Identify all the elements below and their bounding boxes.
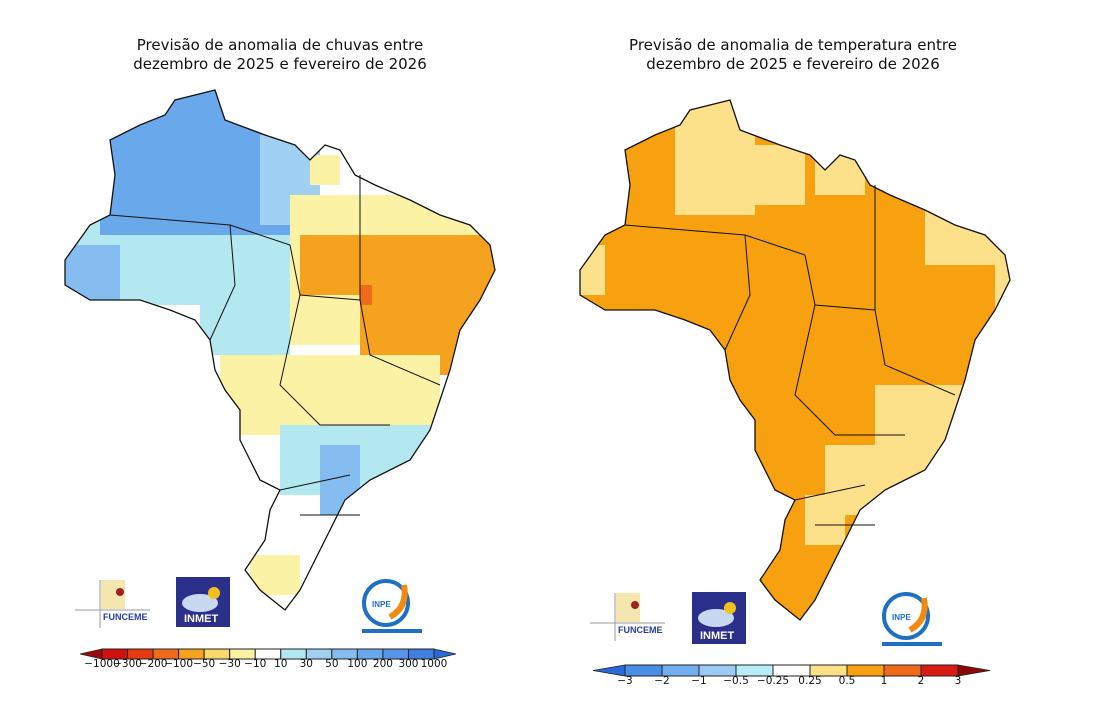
rain-colorbar: −1000−300−200−100 −50 −30 −10 10 30 50 100 200 30… [79,648,457,670]
colorbar-tick-label: −100 [164,658,193,670]
colorbar-tick-label: −0.5 [723,675,749,687]
svg-text:FUNCEME: FUNCEME [103,612,148,622]
colorbar-tick-label: −3 [617,675,632,687]
svg-text:INPE: INPE [892,613,911,622]
colorbar-tick-label: 100 [347,658,367,670]
rain-map-title: Previsão de anomalia de chuvas entre dez… [50,36,510,74]
rain-anomaly-map [64,89,496,611]
colorbar-tick-label: 2 [918,675,925,687]
colorbar-tick-label: −2 [654,675,669,687]
colorbar-tick-label: 300 [398,658,418,670]
yellow-region [675,100,755,215]
inmet-logo: INMET [692,592,746,644]
inpe-logo: INPE [362,579,422,633]
svg-text:INMET: INMET [184,613,219,625]
colorbar-tick-label: −1000 [84,658,120,670]
colorbar-tick-label: −50 [193,658,215,670]
title-line: Previsão de anomalia de chuvas entre [136,36,424,54]
title-line: dezembro de 2025 e fevereiro de 2026 [133,55,427,73]
funceme-logo: FUNCEME [590,593,665,641]
funceme-logo: FUNCEME [75,580,150,628]
svg-text:INPE: INPE [372,600,391,609]
title-line: Previsão de anomalia de temperatura entr… [629,36,957,54]
colorbar-swatch [920,664,959,677]
colorbar-tick-label: −1 [691,675,706,687]
colorbar-swatch [883,664,922,677]
colorbar-swatch [407,648,435,660]
colorbar-tick-label: 0.5 [839,675,856,687]
colorbar-tick-label: 200 [373,658,393,670]
colorbar-tick-label: 1000 [421,658,448,670]
colorbar-tick-label: −300 [113,658,142,670]
colorbar-tick-label: 0.25 [798,675,821,687]
colorbar-tick-label: 10 [274,658,287,670]
colorbar-tick-label: −0.25 [757,675,789,687]
colorbar-tick-label: −10 [244,658,266,670]
orange-region [360,235,495,375]
colorbar-tick-label: −200 [139,658,168,670]
colorbar-arrow-high [957,664,991,677]
svg-text:FUNCEME: FUNCEME [618,625,663,635]
colorbar-tick-label: 30 [300,658,313,670]
inmet-logo: INMET [176,577,230,627]
colorbar-tick-label: 1 [881,675,888,687]
colorbar-tick-label: −30 [219,658,241,670]
temperature-map-title: Previsão de anomalia de temperatura entr… [563,36,1023,74]
temperature-colorbar: −3 −2 −1 −0.5 −0.25 0.25 0.5 1 2 3 [592,664,991,687]
svg-text:INMET: INMET [700,630,735,642]
colorbar-tick-label: 50 [325,658,338,670]
inpe-logo: INPE [882,592,942,646]
title-line: dezembro de 2025 e fevereiro de 2026 [646,55,940,73]
temperature-anomaly-map [579,99,1011,621]
colorbar-tick-label: 3 [955,675,962,687]
